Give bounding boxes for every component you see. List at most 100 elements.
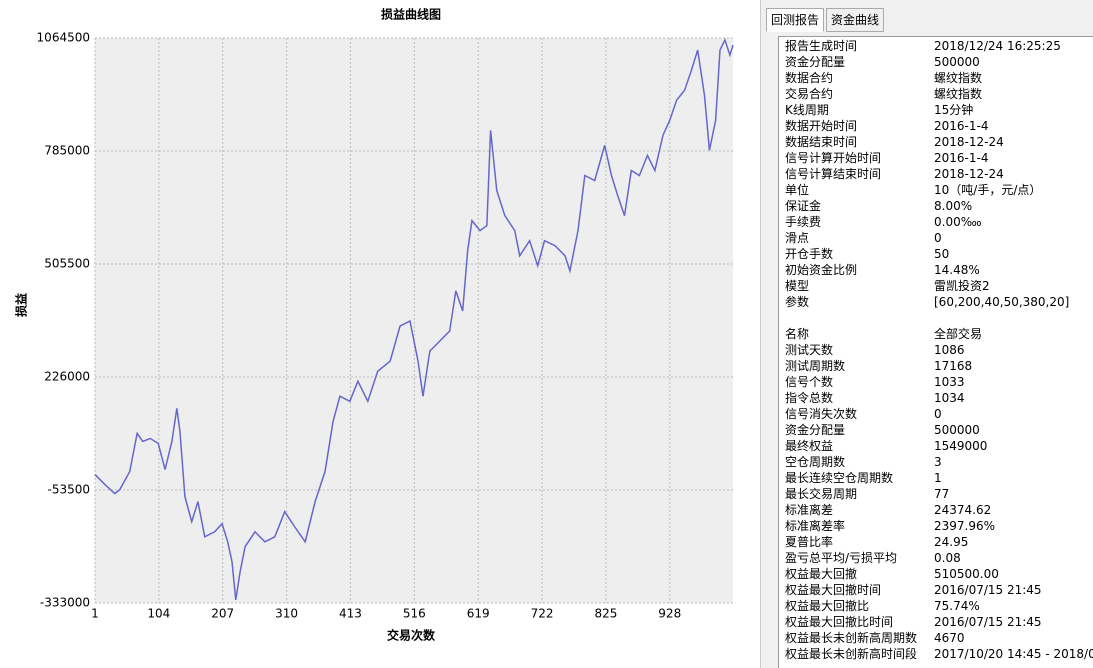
report-value: 0 bbox=[934, 231, 942, 245]
report-key: 权益最长未创新高周期数 bbox=[785, 631, 918, 645]
side-panel: 回测报告 资金曲线 报告生成时间 2018/12/24 16:25:25 资金分配量… bbox=[760, 0, 1093, 668]
x-tick-label: 1 bbox=[91, 607, 99, 621]
report-key: 权益最大回撤比 bbox=[785, 599, 870, 613]
report-row: 最长交易周期 77 bbox=[785, 486, 1093, 502]
report-value: 17168 bbox=[934, 359, 973, 373]
report-key: 空仓周期数 bbox=[785, 455, 846, 469]
tab[interactable]: 回测报告 bbox=[766, 8, 825, 32]
report-row: 信号计算开始时间 2016-1-4 bbox=[785, 150, 1093, 166]
report-row: 滑点 0 bbox=[785, 230, 1093, 246]
y-axis-label: 损益 bbox=[14, 293, 29, 317]
report: 报告生成时间 2018/12/24 16:25:25 资金分配量 500000 数据合约… bbox=[778, 36, 1093, 668]
report-row: 最长连续空仓周期数 1 bbox=[785, 470, 1093, 486]
report-key: 手续费 bbox=[785, 215, 822, 229]
report-key: 单位 bbox=[785, 183, 810, 197]
report-row: 交易合约 螺纹指数 bbox=[785, 86, 1093, 102]
report-key: 最长连续空仓周期数 bbox=[785, 471, 894, 485]
report-row: 开仓手数 50 bbox=[785, 246, 1093, 262]
report-key: 参数 bbox=[785, 295, 810, 309]
report-row: 信号计算结束时间 2018-12-24 bbox=[785, 166, 1093, 182]
x-tick-label: 825 bbox=[594, 607, 617, 621]
report-row: 保证金 8.00% bbox=[785, 198, 1093, 214]
report-value: 2016-1-4 bbox=[934, 151, 989, 165]
report-key: 数据合约 bbox=[785, 71, 834, 85]
report-row: 数据合约 螺纹指数 bbox=[785, 70, 1093, 86]
report-key: 指令总数 bbox=[785, 391, 834, 405]
report-value: 2397.96% bbox=[934, 519, 996, 533]
x-tick-label: 207 bbox=[211, 607, 234, 621]
report-key: 报告生成时间 bbox=[785, 39, 858, 53]
y-tick-label: 785000 bbox=[44, 144, 90, 158]
report-value: 全部交易 bbox=[934, 327, 983, 341]
y-tick-label: -333000 bbox=[40, 596, 90, 610]
x-tick-label: 104 bbox=[147, 607, 170, 621]
report-row: 权益最大回撤 510500.00 bbox=[785, 566, 1093, 582]
report-row: 名称 全部交易 bbox=[785, 326, 1093, 342]
tab[interactable]: 资金曲线 bbox=[826, 8, 885, 32]
report-row: 权益最大回撤时间 2016/07/15 21:45 bbox=[785, 582, 1093, 598]
report-key: 信号计算开始时间 bbox=[785, 151, 882, 165]
x-axis-label: 交易次数 bbox=[387, 628, 436, 643]
report-key: 夏普比率 bbox=[785, 535, 834, 549]
report-key: 滑点 bbox=[785, 231, 810, 245]
report-value: 螺纹指数 bbox=[934, 71, 983, 85]
report-key: 权益最长未创新高时间段 bbox=[785, 647, 918, 661]
report-key: 资金分配量 bbox=[785, 55, 846, 69]
report-row: K线周期 15分钟 bbox=[785, 102, 1093, 118]
report-value: 8.00% bbox=[934, 199, 973, 213]
report-value: 500000 bbox=[934, 423, 980, 437]
report-row: 报告生成时间 2018/12/24 16:25:25 bbox=[785, 38, 1093, 54]
report-value: 75.74% bbox=[934, 599, 980, 613]
report-row: 权益最长未创新高时间段 2017/10/20 14:45 - 2018/08/ bbox=[785, 646, 1093, 662]
report-row: 夏普比率 24.95 bbox=[785, 534, 1093, 550]
report-row: 手续费 0.00‱ bbox=[785, 214, 1093, 230]
report-key: 测试天数 bbox=[785, 343, 834, 357]
report-value: 1 bbox=[934, 471, 942, 485]
report-key: 权益最大回撤时间 bbox=[785, 583, 882, 597]
report-key: 权益最大回撤 bbox=[785, 567, 858, 581]
report-value: 2018-12-24 bbox=[934, 135, 1004, 149]
report-value: 2018-12-24 bbox=[934, 167, 1004, 181]
report-row: 测试周期数 17168 bbox=[785, 358, 1093, 374]
report-key: 标准离差 bbox=[785, 503, 834, 517]
report-key: 名称 bbox=[785, 327, 810, 341]
report-value: 2016-1-4 bbox=[934, 119, 989, 133]
y-tick-label: 226000 bbox=[44, 370, 90, 384]
report-key: 开仓手数 bbox=[785, 247, 834, 261]
report-value: 2016/07/15 21:45 bbox=[934, 615, 1042, 629]
report-value: [60,200,40,50,380,20] bbox=[934, 295, 1070, 309]
report-row: 信号消失次数 0 bbox=[785, 406, 1093, 422]
report-value: 0 bbox=[934, 407, 942, 421]
report-row: 参数 [60,200,40,50,380,20] bbox=[785, 294, 1093, 310]
report-key: 信号个数 bbox=[785, 375, 834, 389]
report-value: 77 bbox=[934, 487, 950, 501]
report-key: 信号计算结束时间 bbox=[785, 167, 882, 181]
report-value: 雷凯投资2 bbox=[934, 279, 990, 293]
report-key: 盈亏总平均/亏损平均 bbox=[785, 551, 898, 565]
report-value: 2018/12/24 16:25:25 bbox=[934, 39, 1061, 53]
report-key: 资金分配量 bbox=[785, 423, 846, 437]
report-row: 单位 10（吨/手，元/点） bbox=[785, 182, 1093, 198]
report-key: 标准离差率 bbox=[785, 519, 846, 533]
x-tick-label: 619 bbox=[467, 607, 490, 621]
report-key: 保证金 bbox=[785, 199, 822, 213]
report-key: 模型 bbox=[785, 279, 810, 293]
report-row: 最终权益 1549000 bbox=[785, 438, 1093, 454]
report-value: 3 bbox=[934, 455, 942, 469]
x-tick-label: 310 bbox=[275, 607, 298, 621]
report-row: 测试天数 1086 bbox=[785, 342, 1093, 358]
report-value: 螺纹指数 bbox=[934, 87, 983, 101]
report-value: 2017/10/20 14:45 - 2018/08/ bbox=[934, 647, 1093, 661]
report-row: 模型 雷凯投资2 bbox=[785, 278, 1093, 294]
chart: 损益曲线图 交易次数 损益 -333000 -53500 226000 505500 7… bbox=[14, 7, 734, 643]
x-tick-label: 413 bbox=[339, 607, 362, 621]
report-value: 500000 bbox=[934, 55, 980, 69]
report-value: 1086 bbox=[934, 343, 965, 357]
report-value: 1033 bbox=[934, 375, 965, 389]
report-value: 15分钟 bbox=[934, 103, 974, 117]
report-value: 510500.00 bbox=[934, 567, 999, 581]
report-value: 2016/07/15 21:45 bbox=[934, 583, 1042, 597]
x-tick-label: 722 bbox=[531, 607, 554, 621]
report-key: 权益最大回撤比时间 bbox=[785, 615, 894, 629]
y-tick-label: -53500 bbox=[47, 483, 90, 497]
